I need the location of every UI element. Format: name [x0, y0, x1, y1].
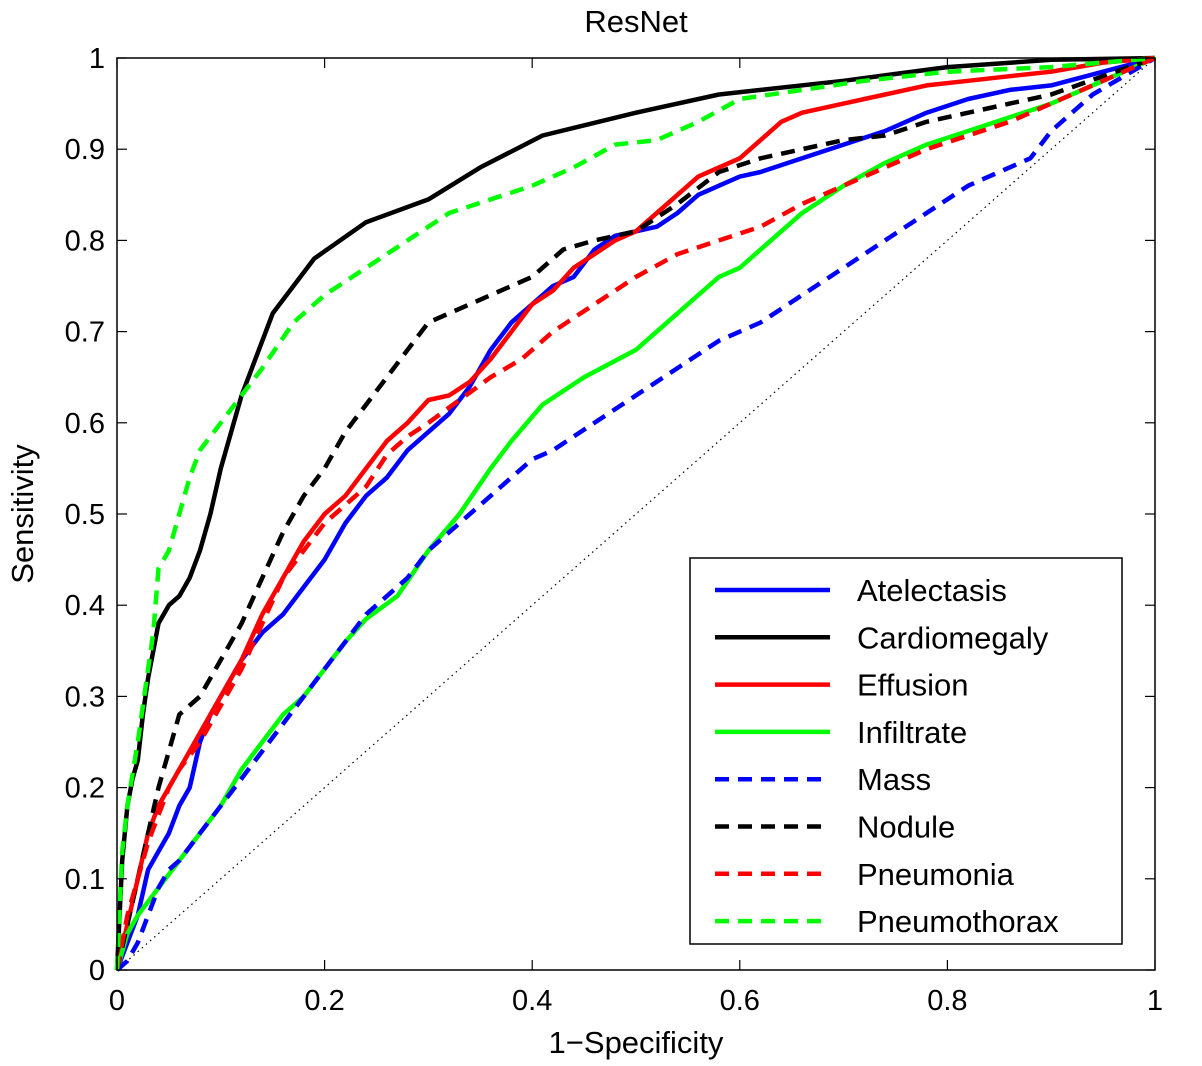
x-tick-label: 0 — [109, 985, 125, 1017]
x-tick-label: 0.8 — [927, 985, 967, 1017]
y-tick-label: 0.9 — [65, 134, 105, 166]
legend: Atelectasis Cardiomegaly Effusion Infiltrat… — [689, 557, 1123, 945]
y-tick-label: 0.5 — [65, 499, 105, 531]
legend-label-effusion: Effusion — [857, 668, 968, 703]
legend-label-pneumonia: Pneumonia — [857, 857, 1015, 892]
y-tick-label: 0.3 — [65, 681, 105, 713]
legend-label-mass: Mass — [857, 762, 931, 797]
plot-area — [114, 55, 1157, 972]
series-line-effusion — [114, 55, 1156, 971]
y-tick-label: 0.2 — [65, 773, 105, 805]
y-tick-label: 0 — [89, 955, 105, 987]
legend-box — [689, 557, 1123, 945]
chart-title: ResNet — [584, 4, 688, 39]
y-tick-label: 0.7 — [65, 317, 105, 349]
y-tick-label: 0.1 — [65, 864, 105, 896]
legend-label-infiltrate: Infiltrate — [857, 715, 967, 750]
axis-ticks: 0 0.2 0.4 0.6 0.8 1 0 0.1 0.2 0.3 0.4 0.5 0.6 0.7 0.8 0… — [65, 43, 1163, 1017]
x-axis-title: 1−Specificity — [549, 1025, 724, 1060]
legend-label-nodule: Nodule — [857, 810, 955, 845]
y-axis-title: Sensitivity — [5, 444, 40, 584]
y-tick-label: 0.8 — [65, 225, 105, 257]
legend-label-atelectasis: Atelectasis — [857, 573, 1007, 608]
x-tick-label: 0.4 — [512, 985, 552, 1017]
x-tick-label: 0.6 — [720, 985, 760, 1017]
x-tick-label: 1 — [1147, 985, 1163, 1017]
series-line-pneumonia — [114, 55, 1156, 971]
series-line-mass — [115, 56, 1157, 972]
legend-label-cardiomegaly: Cardiomegaly — [857, 620, 1049, 655]
y-tick-label: 0.6 — [65, 408, 105, 440]
legend-label-pneumothorax: Pneumothorax — [857, 904, 1059, 939]
series-line-nodule — [114, 55, 1156, 971]
x-tick-label: 0.2 — [304, 985, 344, 1017]
y-tick-label: 0.4 — [65, 590, 105, 622]
y-tick-label: 1 — [89, 43, 105, 75]
